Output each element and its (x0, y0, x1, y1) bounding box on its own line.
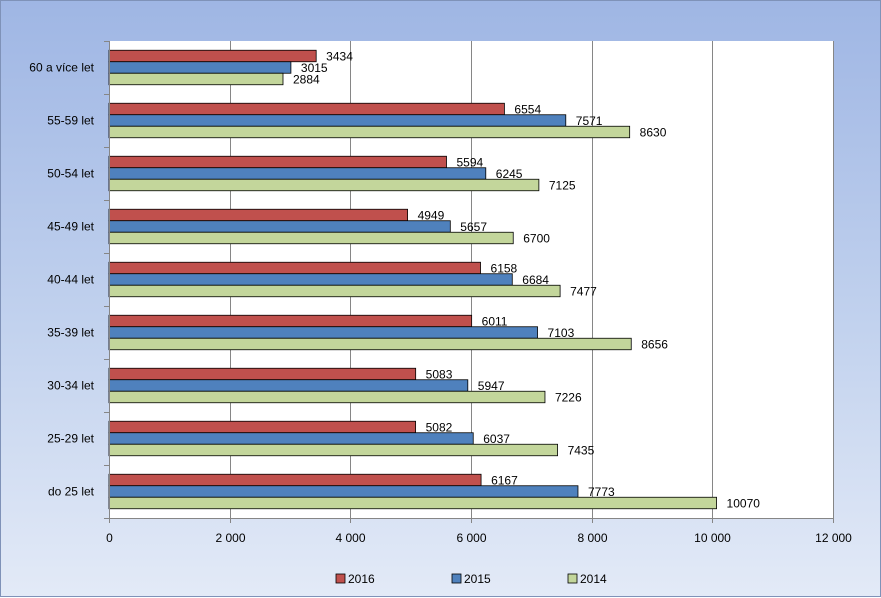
data-label: 6011 (482, 314, 508, 328)
data-label: 7477 (570, 284, 597, 298)
data-label: 7435 (568, 443, 595, 457)
legend-label: 2014 (580, 572, 607, 586)
x-tick-label: 12 000 (815, 531, 852, 545)
bar-2014 (108, 178, 540, 192)
data-label: 10070 (727, 496, 761, 510)
bar-2014 (108, 72, 284, 86)
data-label: 8630 (640, 125, 667, 139)
data-label: 6684 (522, 273, 549, 287)
legend-swatch-2015 (451, 573, 462, 584)
data-label: 6554 (514, 102, 541, 116)
data-label: 7571 (576, 114, 603, 128)
data-label: 6245 (496, 167, 523, 181)
bar-2014 (108, 125, 631, 139)
data-label: 5083 (426, 367, 453, 381)
bar-2015 (108, 485, 579, 498)
data-label: 7226 (555, 390, 582, 404)
bar-2016 (108, 420, 417, 434)
legend-swatch-2016 (335, 573, 346, 584)
bar-2016 (108, 155, 447, 169)
bar-2016 (108, 314, 473, 328)
bar-2014 (108, 496, 717, 510)
category-label: 30-34 let (47, 379, 94, 393)
bar-2016 (108, 261, 481, 275)
data-label: 8656 (641, 337, 668, 351)
category-label: do 25 let (48, 485, 95, 499)
bar-2016 (108, 473, 482, 487)
x-tick-label: 0 (106, 531, 113, 545)
bar-2015 (108, 379, 469, 392)
data-label: 5657 (460, 220, 487, 234)
data-label: 7773 (588, 485, 615, 499)
bar-2015 (108, 432, 474, 445)
data-label: 3434 (326, 49, 353, 63)
data-label: 7103 (548, 326, 575, 340)
category-label: 55-59 let (47, 114, 94, 128)
bar-2014 (108, 284, 561, 298)
data-label: 4949 (418, 208, 445, 222)
category-label: 60 a více let (29, 61, 94, 75)
data-label: 5947 (478, 379, 505, 393)
bar-2016 (108, 102, 505, 116)
data-label: 5594 (457, 155, 484, 169)
legend-label: 2016 (348, 572, 375, 586)
bar-2014 (108, 337, 632, 351)
x-tick-label: 10 000 (694, 531, 731, 545)
category-label: 50-54 let (47, 167, 94, 181)
bar-2014 (108, 443, 558, 457)
category-label: 45-49 let (47, 220, 94, 234)
data-label: 6167 (491, 473, 518, 487)
data-label: 6700 (523, 231, 550, 245)
bar-2014 (108, 390, 546, 404)
bar-2015 (108, 61, 292, 74)
bar-2015 (108, 273, 513, 286)
bar-2015 (108, 326, 538, 339)
data-label: 3015 (301, 61, 328, 75)
x-tick-label: 8 000 (577, 531, 607, 545)
bar-2014 (108, 231, 514, 245)
category-label: 40-44 let (47, 273, 94, 287)
x-tick-label: 4 000 (335, 531, 365, 545)
bar-2015 (108, 114, 567, 127)
bar-2016 (108, 367, 417, 381)
legend-label: 2015 (464, 572, 491, 586)
data-label: 5082 (426, 420, 453, 434)
bar-2016 (108, 49, 317, 63)
data-label: 6158 (491, 261, 518, 275)
x-tick-label: 6 000 (456, 531, 486, 545)
data-label: 2884 (293, 72, 320, 86)
bar-2016 (108, 208, 408, 222)
bar-2015 (108, 220, 451, 233)
category-label: 25-29 let (47, 432, 94, 446)
bar-2015 (108, 167, 487, 180)
legend-swatch-2014 (567, 573, 578, 584)
x-tick-label: 2 000 (215, 531, 245, 545)
data-label: 7125 (549, 178, 576, 192)
data-label: 6037 (483, 432, 510, 446)
category-label: 35-39 let (47, 326, 94, 340)
